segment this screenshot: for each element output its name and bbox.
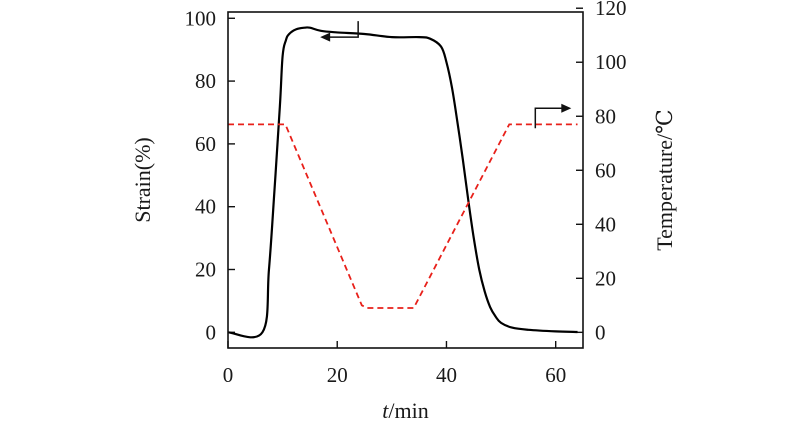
y-left-tick-label-60: 60 [195,132,216,156]
y-left-tick-label-20: 20 [195,257,216,281]
x-axis-title-variable: t [382,398,389,423]
x-tick-label-20: 20 [327,363,348,387]
ticks-layer: 0 20 40 60 0 20 40 60 80 100 0 20 40 60 80 100 120 [185,0,627,387]
x-axis-title: t/min [382,398,428,423]
y-right-tick-label-0: 0 [595,320,606,344]
annotation-layer [320,21,572,129]
x-tick-label-0: 0 [223,363,234,387]
strain-axis-arrow-head [320,32,331,42]
y-left-tick-label-40: 40 [195,195,216,219]
temperature-series-line [228,123,578,309]
y-right-tick-label-120: 120 [595,0,627,20]
x-tick-label-40: 40 [436,363,457,387]
y-right-tick-label-40: 40 [595,212,616,236]
y-axis-left-title: Strain(%) [130,137,155,223]
y-axis-right-title: Temperature/℃ [652,109,677,251]
strain-axis-arrow-shaft [326,21,359,38]
strain-axis-arrow [320,21,359,42]
temperature-axis-arrow [534,103,572,129]
y-left-tick-label-80: 80 [195,69,216,93]
y-left-tick-label-0: 0 [206,320,217,344]
y-right-tick-label-80: 80 [595,104,616,128]
plot-frame [227,11,584,349]
y-right-tick-label-100: 100 [595,50,627,74]
x-axis-title-unit: /min [388,398,428,423]
y-right-tick-label-20: 20 [595,266,616,290]
y-right-tick-label-60: 60 [595,158,616,182]
strain-series-line [227,26,578,339]
x-tick-label-60: 60 [545,363,566,387]
temperature-axis-arrow-head [561,103,572,113]
temperature-axis-arrow-shaft [534,107,566,129]
y-left-tick-label-100: 100 [185,6,217,30]
lines-layer [227,26,578,339]
